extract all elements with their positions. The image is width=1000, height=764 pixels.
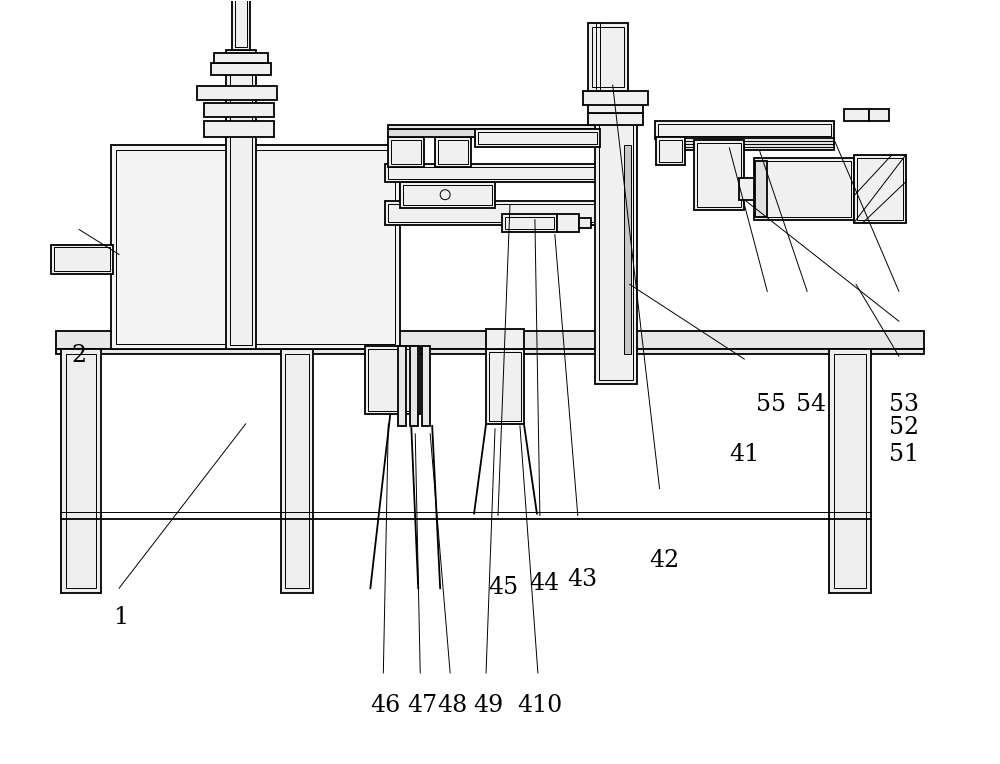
Bar: [658, 124, 831, 136]
Bar: [755, 160, 767, 217]
Bar: [281, 349, 313, 593]
Bar: [56, 349, 924, 354]
Text: 46: 46: [370, 694, 400, 717]
Bar: [204, 103, 274, 117]
Bar: [385, 163, 625, 182]
Bar: [502, 214, 557, 231]
Bar: [486, 349, 524, 424]
Bar: [226, 50, 256, 349]
Bar: [197, 86, 277, 100]
Bar: [489, 352, 521, 421]
Bar: [557, 214, 579, 231]
Bar: [410, 346, 418, 426]
Bar: [230, 54, 252, 345]
Bar: [869, 109, 889, 121]
Bar: [844, 109, 869, 121]
Bar: [61, 349, 101, 593]
Text: 47: 47: [407, 694, 437, 717]
Text: 43: 43: [568, 568, 598, 591]
Bar: [365, 346, 420, 414]
Bar: [66, 354, 96, 588]
Bar: [232, 0, 250, 50]
Bar: [757, 160, 851, 217]
Bar: [478, 132, 597, 144]
Bar: [400, 182, 495, 208]
Bar: [438, 140, 468, 163]
Bar: [403, 185, 492, 205]
Text: 48: 48: [437, 694, 467, 717]
Bar: [829, 349, 871, 593]
Bar: [655, 121, 834, 139]
Bar: [588, 103, 643, 113]
Bar: [385, 201, 625, 225]
Bar: [51, 244, 113, 274]
Bar: [398, 346, 406, 426]
Bar: [54, 248, 110, 271]
Bar: [388, 204, 622, 222]
Bar: [697, 143, 741, 206]
Bar: [422, 346, 430, 426]
Bar: [388, 167, 622, 179]
Text: 2: 2: [72, 344, 87, 367]
Bar: [857, 158, 903, 219]
Bar: [388, 129, 625, 137]
Text: 410: 410: [517, 694, 563, 717]
Text: 42: 42: [649, 549, 680, 572]
Text: 52: 52: [889, 416, 919, 439]
Bar: [754, 158, 854, 219]
Bar: [388, 137, 424, 167]
Bar: [368, 349, 417, 411]
Bar: [391, 140, 421, 163]
Text: 45: 45: [488, 576, 518, 599]
Text: 44: 44: [530, 572, 560, 595]
Text: 53: 53: [889, 393, 919, 416]
Bar: [388, 125, 625, 129]
Bar: [624, 145, 631, 354]
Bar: [505, 217, 554, 228]
Bar: [588, 24, 628, 91]
Bar: [588, 113, 643, 125]
Bar: [595, 105, 637, 384]
Bar: [56, 331, 924, 349]
Bar: [854, 155, 906, 222]
Text: 51: 51: [889, 443, 919, 466]
Bar: [659, 140, 682, 162]
Text: 1: 1: [113, 607, 129, 630]
Bar: [583, 91, 648, 105]
Bar: [694, 140, 744, 209]
Bar: [660, 138, 834, 150]
Bar: [435, 137, 471, 167]
Text: 55: 55: [756, 393, 786, 416]
Bar: [235, 0, 247, 47]
Bar: [214, 53, 268, 63]
Bar: [486, 329, 524, 349]
Bar: [592, 28, 624, 87]
Bar: [111, 145, 400, 349]
Bar: [116, 150, 395, 344]
Bar: [739, 178, 757, 199]
Bar: [579, 218, 591, 228]
Bar: [475, 129, 600, 147]
Text: 54: 54: [796, 393, 826, 416]
Bar: [656, 137, 685, 165]
Text: 49: 49: [473, 694, 503, 717]
Text: 41: 41: [729, 443, 759, 466]
Bar: [211, 63, 271, 75]
Bar: [285, 354, 309, 588]
Bar: [599, 109, 633, 380]
Bar: [204, 121, 274, 137]
Bar: [834, 354, 866, 588]
